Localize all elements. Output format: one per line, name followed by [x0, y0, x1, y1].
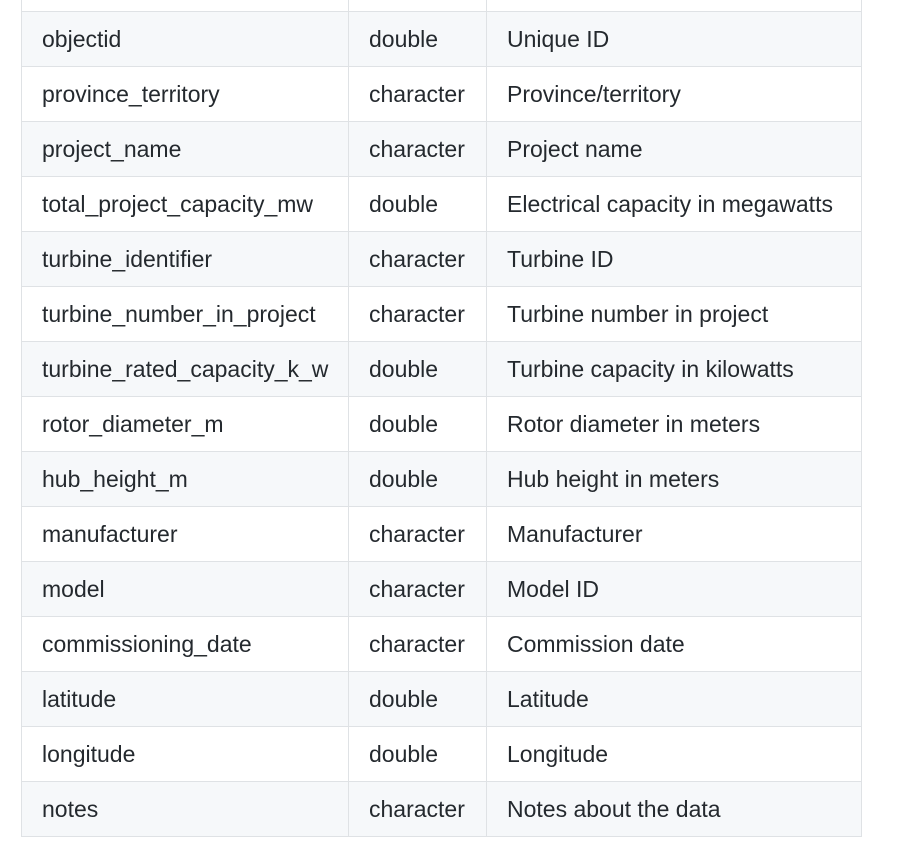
variable-cell: turbine_number_in_project — [21, 286, 349, 342]
table-row: project_name character Project name — [21, 121, 862, 177]
variable-cell: turbine_identifier — [21, 231, 349, 287]
description-cell: Notes about the data — [486, 781, 862, 837]
variable-cell: province_territory — [21, 66, 349, 122]
variable-cell: objectid — [21, 11, 349, 67]
header-cell-variable — [21, 0, 349, 12]
description-cell: Manufacturer — [486, 506, 862, 562]
description-cell: Hub height in meters — [486, 451, 862, 507]
table-row: total_project_capacity_mw double Electrica… — [21, 176, 862, 232]
table-row: turbine_rated_capacity_k_w double Turbine … — [21, 341, 862, 397]
class-cell: character — [348, 66, 487, 122]
table-row: latitude double Latitude — [21, 671, 862, 727]
class-cell: character — [348, 121, 487, 177]
description-cell: Turbine capacity in kilowatts — [486, 341, 862, 397]
description-cell: Longitude — [486, 726, 862, 782]
class-cell: character — [348, 286, 487, 342]
table-row: commissioning_date character Commission da… — [21, 616, 862, 672]
description-cell: Province/territory — [486, 66, 862, 122]
table-header-row — [21, 0, 862, 12]
description-cell: Latitude — [486, 671, 862, 727]
description-cell: Commission date — [486, 616, 862, 672]
class-cell: character — [348, 561, 487, 617]
class-cell: double — [348, 726, 487, 782]
description-cell: Turbine number in project — [486, 286, 862, 342]
table-body: objectid double Unique ID province_territor… — [21, 0, 862, 837]
class-cell: character — [348, 781, 487, 837]
variable-cell: total_project_capacity_mw — [21, 176, 349, 232]
table-row: province_territory character Province/terr… — [21, 66, 862, 122]
table-row: turbine_identifier character Turbine ID — [21, 231, 862, 287]
variable-cell: longitude — [21, 726, 349, 782]
description-cell: Model ID — [486, 561, 862, 617]
class-cell: character — [348, 616, 487, 672]
class-cell: double — [348, 341, 487, 397]
table-row: manufacturer character Manufacturer — [21, 506, 862, 562]
class-cell: double — [348, 176, 487, 232]
variable-cell: rotor_diameter_m — [21, 396, 349, 452]
variable-cell: model — [21, 561, 349, 617]
description-cell: Project name — [486, 121, 862, 177]
table-row: model character Model ID — [21, 561, 862, 617]
class-cell: character — [348, 506, 487, 562]
variable-cell: turbine_rated_capacity_k_w — [21, 341, 349, 397]
table-row: notes character Notes about the data — [21, 781, 862, 837]
class-cell: double — [348, 396, 487, 452]
description-cell: Unique ID — [486, 11, 862, 67]
table-row: longitude double Longitude — [21, 726, 862, 782]
description-cell: Electrical capacity in megawatts — [486, 176, 862, 232]
description-cell: Turbine ID — [486, 231, 862, 287]
table-row: objectid double Unique ID — [21, 11, 862, 67]
variable-cell: commissioning_date — [21, 616, 349, 672]
table-row: hub_height_m double Hub height in meters — [21, 451, 862, 507]
header-cell-class — [348, 0, 487, 12]
data-dictionary-table: objectid double Unique ID province_territor… — [21, 0, 862, 837]
variable-cell: manufacturer — [21, 506, 349, 562]
class-cell: double — [348, 11, 487, 67]
header-cell-description — [486, 0, 862, 12]
class-cell: double — [348, 451, 487, 507]
data-dictionary-table-container: objectid double Unique ID province_territor… — [21, 0, 862, 837]
variable-cell: latitude — [21, 671, 349, 727]
description-cell: Rotor diameter in meters — [486, 396, 862, 452]
class-cell: double — [348, 671, 487, 727]
table-row: turbine_number_in_project character Turbin… — [21, 286, 862, 342]
variable-cell: notes — [21, 781, 349, 837]
class-cell: character — [348, 231, 487, 287]
variable-cell: project_name — [21, 121, 349, 177]
table-row: rotor_diameter_m double Rotor diameter in … — [21, 396, 862, 452]
variable-cell: hub_height_m — [21, 451, 349, 507]
